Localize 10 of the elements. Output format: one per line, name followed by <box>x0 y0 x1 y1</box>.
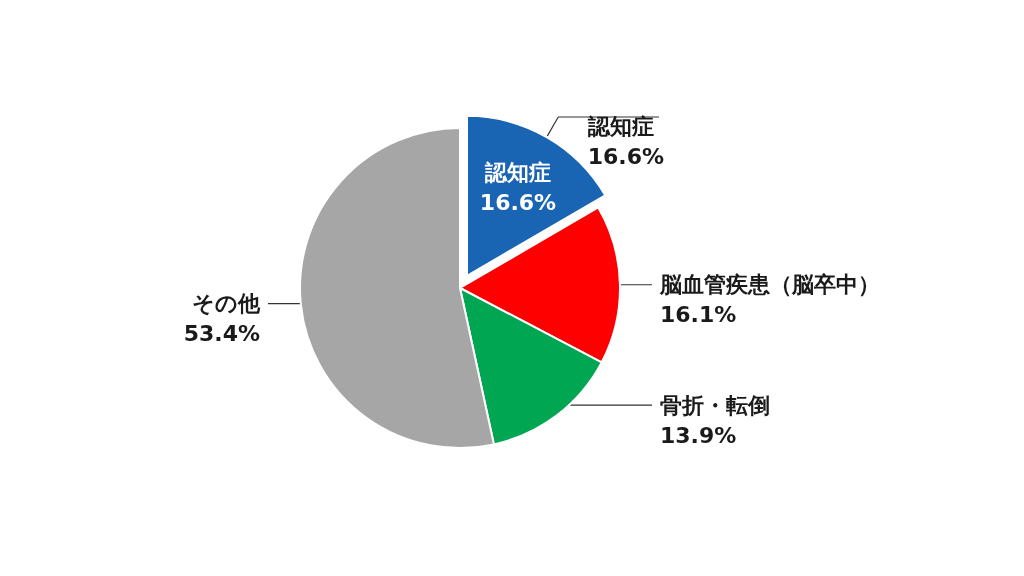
data-label: 16.6% <box>587 144 664 170</box>
data-label: 13.9% <box>660 422 737 448</box>
slice-label: 認知症 <box>586 114 654 140</box>
slice-label: 骨折・転倒 <box>660 392 770 418</box>
slice-label: 認知症 <box>483 159 551 185</box>
slice-label: 脳血管疾患（脳卒中） <box>659 272 880 298</box>
data-label: 53.4% <box>183 321 260 347</box>
slice-label: その他 <box>192 291 261 317</box>
text: 16.6% <box>479 189 557 215</box>
data-label: 16.1% <box>660 302 737 328</box>
